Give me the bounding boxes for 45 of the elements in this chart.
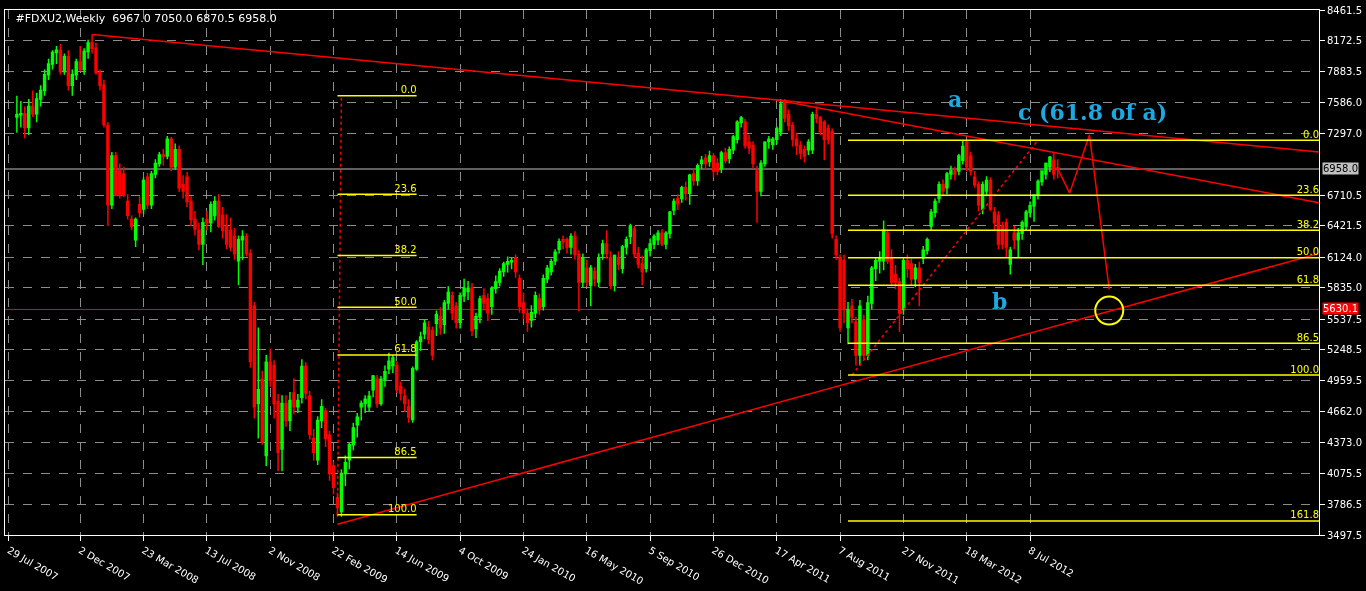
y-tick-label: 4959.5 [1327,374,1362,386]
x-tick-label: 16 May 2010 [583,544,646,587]
x-tick-label: 14 Jun 2009 [393,544,451,585]
series-label: 0.0 [400,84,417,96]
ref-line-label: 6958.0 [1323,163,1358,174]
x-tick-label: 26 Dec 2010 [709,544,771,587]
y-tick-label: 3786.5 [1327,498,1362,510]
x-tick-label: 2 Dec 2007 [76,544,133,583]
y-tick-label: 5248.5 [1327,344,1362,356]
series-label: 161.8 [1290,509,1319,521]
series-label: 50.0 [1296,246,1319,258]
series-label: 86.5 [394,446,417,458]
annotation: a [948,86,963,112]
y-tick-label: 7586.0 [1327,97,1362,109]
series-label: 38.2 [394,244,417,256]
y-tick-label: 8461.5 [1327,4,1362,16]
y-tick-label: 7297.0 [1327,127,1362,139]
series-label: 23.6 [1296,183,1319,195]
y-tick-label: 4373.0 [1327,436,1362,448]
series-label: 61.8 [1296,273,1319,285]
series-label: 0.0 [1303,128,1319,140]
y-tick-label: 3497.5 [1327,529,1362,541]
y-tick-label: 5835.0 [1327,282,1362,294]
series-label: 100.0 [1290,363,1319,375]
series-label: 100.0 [387,503,417,515]
y-tick-label: 5537.5 [1327,313,1362,325]
y-tick-label: 6124.0 [1327,251,1362,263]
x-tick-label: 29 Jul 2007 [5,544,60,583]
x-tick-label: 4 Oct 2009 [456,544,511,582]
y-tick-label: 8172.5 [1327,35,1362,47]
series-label: 50.0 [394,295,417,307]
annotation: c (61.8 of a) [1018,99,1168,125]
y-tick-label: 7883.5 [1327,65,1362,77]
x-tick-label: 22 Feb 2009 [330,544,390,586]
chart-title: #FDXU2,Weekly 6967.0 7050.0 6870.5 6958.0 [15,12,277,26]
y-tick-label: 6710.5 [1327,189,1362,201]
series-label: 86.5 [1296,331,1319,343]
x-tick-label: 24 Jan 2010 [519,544,578,585]
y-tick-label: 6421.5 [1327,220,1362,232]
series-label: 23.6 [394,182,417,194]
y-tick-label: 4662.0 [1327,406,1362,418]
annotation: b [992,288,1008,314]
series-label: 38.2 [1296,218,1319,230]
y-tick-label: 4075.5 [1327,468,1362,480]
ref-line-label: 5630.1 [1323,303,1358,314]
